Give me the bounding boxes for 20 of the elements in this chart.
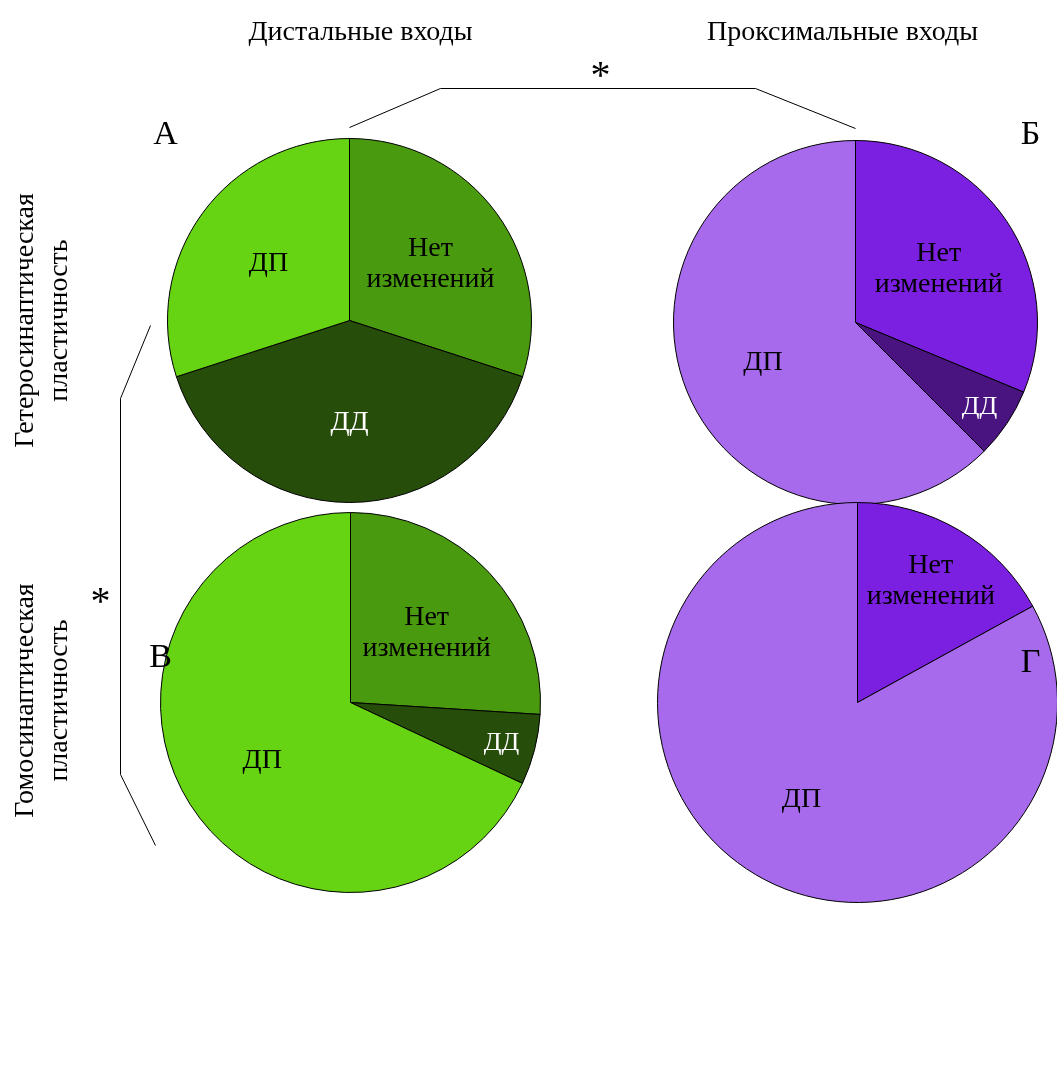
- text: Г: [1020, 642, 1041, 679]
- text: Гомосинаптическая пластичность: [7, 583, 74, 818]
- text: Дистальные входы: [248, 15, 473, 46]
- text: Гетеросинаптическая пластичность: [7, 193, 74, 448]
- slice-label: ДП: [242, 742, 282, 774]
- chart-title: А: [153, 114, 179, 151]
- slice-label: ДД: [483, 726, 520, 756]
- slice-label: ДД: [961, 390, 998, 420]
- slice-label: ДП: [781, 781, 822, 813]
- slice-label: Нет изменений: [866, 547, 995, 610]
- text: Проксимальные входы: [706, 15, 979, 46]
- slice-label: Нет изменений: [362, 599, 491, 662]
- slice-label: Нет изменений: [874, 235, 1003, 298]
- slice-label: ДД: [330, 405, 369, 437]
- text: *: [90, 578, 111, 623]
- slice-label: Нет изменений: [366, 230, 495, 293]
- chart-title: Б: [1020, 114, 1041, 151]
- slice-label: ДП: [248, 246, 289, 278]
- slice-label: ДП: [743, 345, 783, 377]
- text: *: [590, 52, 611, 97]
